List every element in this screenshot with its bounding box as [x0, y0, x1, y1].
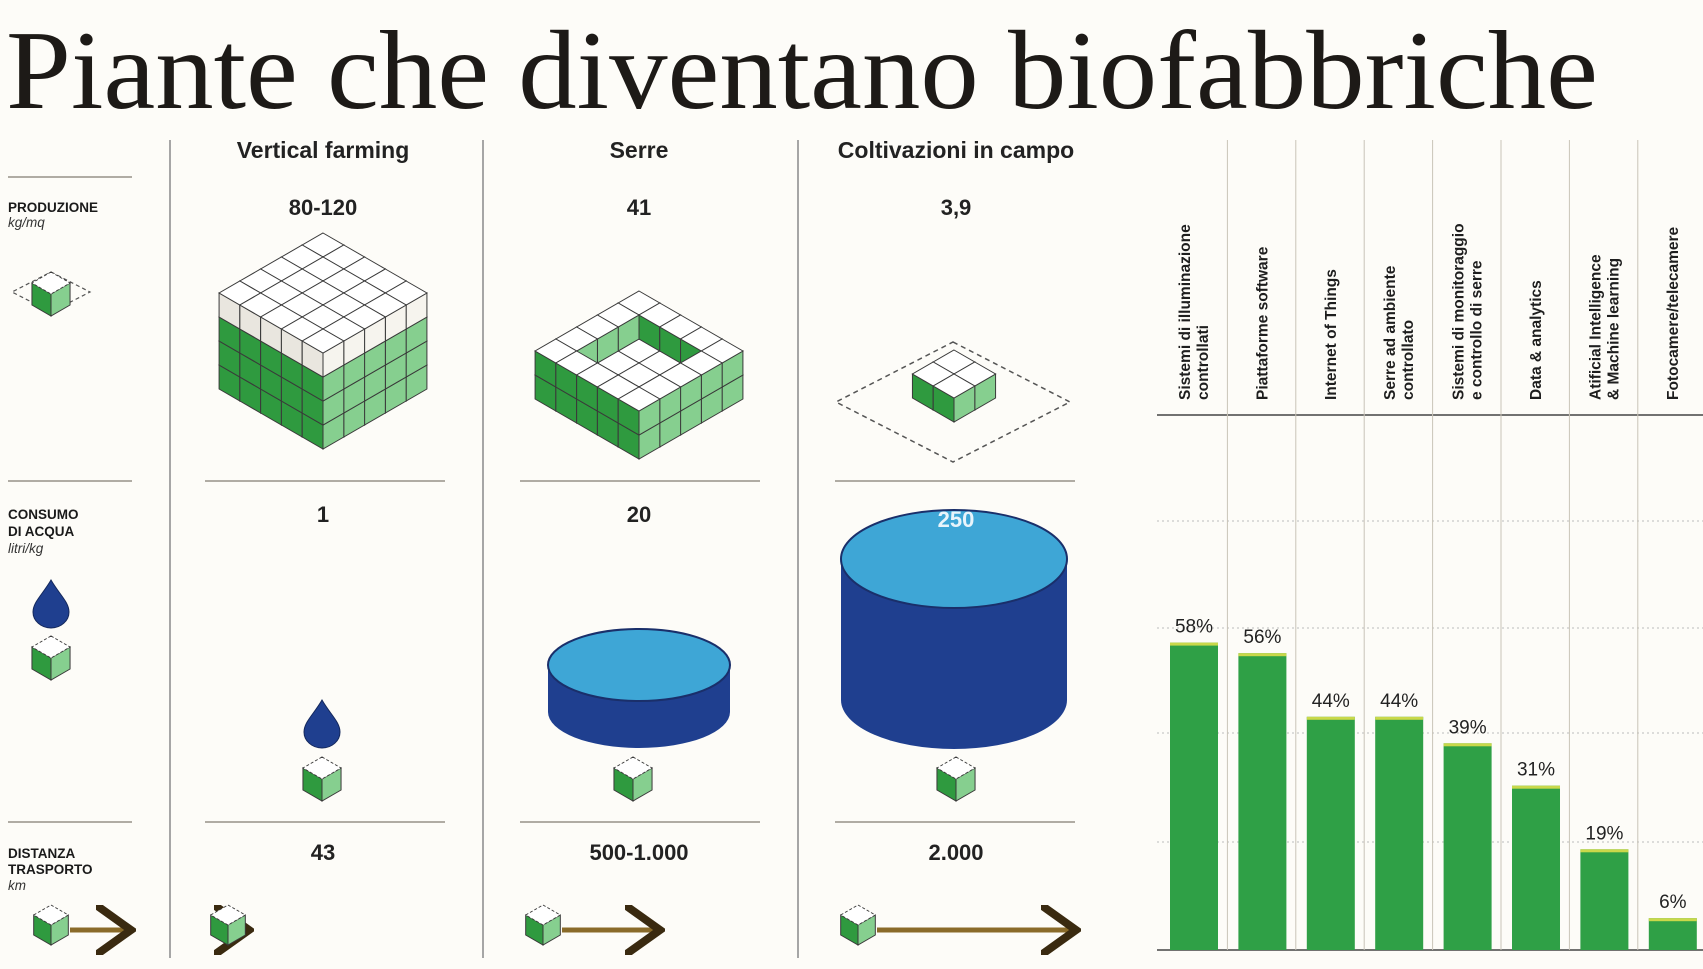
value-production-serre: 41: [627, 195, 651, 220]
cube-icon: [935, 756, 977, 802]
water-cylinder-serre: [547, 628, 731, 748]
bar-top-edge: [1512, 785, 1560, 789]
value-water-serre: 20: [627, 502, 651, 527]
cube-icon: [209, 904, 247, 946]
category-label: Serre ad ambiente: [1382, 265, 1399, 400]
bar: [1375, 716, 1424, 950]
bar-chart: 58% Sistemi di illuminazione controllati 56…: [1157, 140, 1703, 951]
small-cube-icon: [209, 904, 247, 946]
bar-top-edge: [1306, 716, 1355, 720]
row-unit-km: km: [8, 878, 26, 893]
value-distance-campo: 2.000: [928, 840, 983, 865]
category-label: Atificial Intelligence: [1587, 254, 1604, 400]
bar: [1648, 918, 1697, 950]
cube-icon: [932, 373, 976, 423]
row-label-consumo: CONSUMO: [8, 507, 79, 522]
category-label: Internet of Things: [1323, 269, 1340, 400]
water-drop-icon: [32, 578, 70, 629]
category-label: Data & analytics: [1528, 280, 1545, 400]
water-drop-icon: [303, 698, 341, 749]
row-label-produzione: PRODUZIONE: [8, 200, 98, 215]
small-cube-icon: [524, 904, 562, 946]
cube-icon: [617, 386, 661, 436]
cube-icon: [30, 635, 72, 681]
bar-value-label: 56%: [1243, 627, 1281, 648]
bar: [1580, 849, 1629, 950]
bar: [1170, 642, 1218, 950]
row-label-distanza: DISTANZA: [8, 846, 75, 861]
column-header-vertical-farming: Vertical farming: [237, 137, 410, 163]
bar-value-label: 31%: [1517, 760, 1555, 781]
bar-value-label: 6%: [1659, 892, 1687, 913]
cube-icon: [524, 904, 562, 946]
bar-top-edge: [1375, 716, 1424, 720]
cube-icon: [30, 271, 72, 317]
small-cube-icon: [32, 904, 70, 946]
value-production-vertical: 80-120: [289, 195, 358, 220]
value-water-vertical: 1: [317, 502, 329, 527]
value-distance-serre: 500-1.000: [589, 840, 688, 865]
cube-illustrations: [30, 232, 997, 946]
bar: [1306, 716, 1355, 950]
category-label: & Machine learning: [1605, 258, 1622, 400]
small-cube-icon: [30, 635, 72, 681]
small-cube-icon: [839, 904, 877, 946]
bar-value-label: 19%: [1585, 823, 1623, 844]
bar-top-edge: [1580, 849, 1629, 853]
category-label: controllati: [1195, 325, 1212, 400]
row-separators: [8, 176, 1075, 823]
row-unit-produzione: kg/mq: [8, 215, 45, 230]
bar-top-edge: [1170, 642, 1218, 646]
water-cylinder-campo: [840, 509, 1068, 749]
category-label: Sistemi di illuminazione: [1177, 224, 1194, 400]
bar-value-label: 44%: [1380, 691, 1418, 712]
row-label-acqua: DI ACQUA: [8, 524, 74, 539]
category-label: Sistemi di monitoraggio: [1451, 223, 1468, 400]
cube-icon: [32, 904, 70, 946]
cube-icon: [612, 756, 654, 802]
bar: [1443, 743, 1492, 950]
bar-value-label: 44%: [1312, 691, 1350, 712]
column-dividers: [169, 140, 799, 958]
small-cube-icon: [301, 756, 343, 802]
page-title: Piante che diventano biofabbriche: [6, 9, 1598, 133]
small-cube-icon: [30, 271, 72, 317]
cube-icon: [301, 756, 343, 802]
value-water-campo: 250: [938, 507, 975, 532]
bar: [1512, 785, 1560, 950]
category-label: Piattaforme software: [1254, 246, 1271, 400]
row-unit-acqua: litri/kg: [8, 541, 44, 556]
bar-value-label: 58%: [1175, 617, 1213, 638]
row-label-trasporto: TRASPORTO: [8, 862, 93, 877]
category-label: controllato: [1400, 320, 1417, 400]
bar-top-edge: [1443, 743, 1492, 747]
value-distance-vertical: 43: [311, 840, 335, 865]
small-cube-icon: [935, 756, 977, 802]
category-label: e controllo di serre: [1469, 260, 1486, 400]
cube-stack: [218, 232, 428, 450]
category-label: Fotocamere/telecamere: [1665, 226, 1682, 400]
bar-value-label: 39%: [1449, 717, 1487, 738]
bar: [1238, 653, 1287, 950]
field-plot-outline: [834, 341, 1072, 463]
value-production-campo: 3,9: [941, 195, 972, 220]
column-header-coltivazioni: Coltivazioni in campo: [838, 137, 1074, 163]
cube-icon: [839, 904, 877, 946]
cube-stack: [911, 349, 997, 423]
bar-top-edge: [1238, 653, 1287, 657]
small-cube-icon: [612, 756, 654, 802]
cube-stack: [534, 290, 744, 460]
column-header-serre: Serre: [610, 137, 669, 163]
cube-icon: [301, 328, 345, 378]
bar-top-edge: [1648, 918, 1697, 922]
